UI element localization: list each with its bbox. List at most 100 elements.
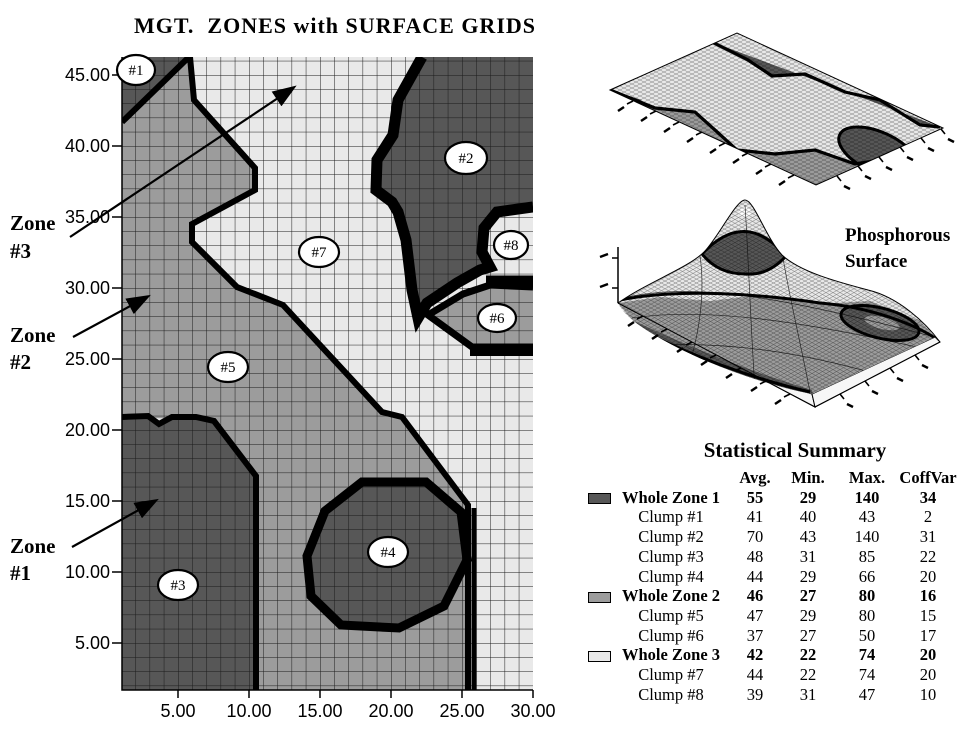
y-tick: 30.00 xyxy=(65,278,110,298)
y-tick: 35.00 xyxy=(65,207,110,227)
surfaceB-contour-1 xyxy=(619,291,939,342)
clump-label-8: #8 xyxy=(504,238,519,254)
clump-label-6: #6 xyxy=(490,311,506,327)
cell-avg: 44 xyxy=(746,566,764,586)
row-label: Clump #8 xyxy=(638,684,704,704)
surfaceB-silhouette xyxy=(617,199,941,343)
cell-coffvar: 17 xyxy=(919,625,937,645)
y-tick: 40.00 xyxy=(65,136,110,156)
x-tick: 5.00 xyxy=(160,701,195,721)
contour-zone1-1 xyxy=(122,57,192,125)
surfaceB-meshline-4 xyxy=(689,255,703,363)
cell-coffvar: 22 xyxy=(919,546,937,566)
col-header-max: Max. xyxy=(848,468,886,487)
cell-coffvar: 10 xyxy=(919,684,937,704)
page-title: MGT. ZONES with SURFACE GRIDS xyxy=(133,13,536,38)
row-label: Clump #7 xyxy=(638,665,704,685)
y-tick: 5.00 xyxy=(75,633,110,653)
zone2-label-line2: #2 xyxy=(10,350,31,374)
row-label: Clump #5 xyxy=(638,605,704,625)
x-tick: 20.00 xyxy=(368,701,413,721)
cell-min: 31 xyxy=(799,546,817,566)
cell-avg: 47 xyxy=(746,605,764,625)
surfaceB-meshline-6 xyxy=(782,257,811,393)
cell-min: 29 xyxy=(799,605,817,625)
zone3-swatch xyxy=(588,651,611,663)
clump-label-5: #5 xyxy=(221,360,236,376)
cell-avg: 48 xyxy=(746,546,764,566)
surfaceA-ticks-left xyxy=(626,100,795,179)
statistical-summary-table: Avg. Min. Max. CoffVar Whole Zone 1 55 2… xyxy=(588,468,958,704)
contour-zone2-zone3 xyxy=(187,57,471,690)
y-tick: 25.00 xyxy=(65,349,110,369)
map-y-axis xyxy=(121,57,533,691)
zone1-swatch xyxy=(588,493,611,505)
x-tick: 30.00 xyxy=(510,701,555,721)
table-row: Whole Zone 1 55 29 140 34 xyxy=(588,488,958,508)
clump-ellipse-6 xyxy=(476,302,518,334)
cell-avg: 70 xyxy=(746,527,764,547)
clump-ellipse-8 xyxy=(492,229,530,261)
x-tick: 15.00 xyxy=(297,701,342,721)
clump-ellipse-4 xyxy=(366,535,410,569)
table-row: Clump #3 48 31 85 22 xyxy=(588,547,958,567)
surfaceB-contour-4 xyxy=(839,304,921,342)
row-label: Clump #2 xyxy=(638,527,704,547)
cell-coffvar: 20 xyxy=(919,645,937,665)
row-label: Clump #4 xyxy=(638,566,704,586)
cell-coffvar: 20 xyxy=(919,665,937,685)
cell-avg: 46 xyxy=(746,586,764,606)
cell-avg: 55 xyxy=(746,487,764,507)
cell-max: 80 xyxy=(858,605,876,625)
table-row: Clump #8 39 31 47 10 xyxy=(588,685,958,705)
table-row: Clump #4 44 29 66 20 xyxy=(588,567,958,587)
clump-label-7: #7 xyxy=(312,245,328,261)
y-tick: 45.00 xyxy=(65,65,110,85)
table-row: Clump #5 47 29 80 15 xyxy=(588,606,958,626)
surfaceB-ticks-front xyxy=(636,315,791,398)
zone2-label-line1: Zone xyxy=(10,323,56,347)
surfaceB-ticklabels-front xyxy=(627,320,782,406)
table-row: Whole Zone 2 46 27 80 16 xyxy=(588,586,958,606)
clump-label-3: #3 xyxy=(171,578,186,594)
zone-annotations: Zone #3 Zone #2 Zone #1 xyxy=(10,85,297,585)
table-header-row: Avg. Min. Max. CoffVar xyxy=(588,468,958,488)
cell-min: 40 xyxy=(799,507,817,527)
cell-avg: 42 xyxy=(746,645,764,665)
clump-ellipse-2 xyxy=(443,140,489,176)
clump-label-4: #4 xyxy=(381,545,397,561)
table-row: Clump #7 44 22 74 20 xyxy=(588,665,958,685)
col-header-min: Min. xyxy=(791,468,825,487)
cell-min: 27 xyxy=(799,586,817,606)
cell-min: 29 xyxy=(799,487,817,507)
surfaceB-meshline-5 xyxy=(744,204,756,393)
surfaceA-ticklabels-right xyxy=(843,137,955,191)
cell-max: 140 xyxy=(854,527,880,547)
x-tick: 10.00 xyxy=(226,701,271,721)
cell-max: 74 xyxy=(858,645,876,665)
clump-ellipse-1 xyxy=(115,53,157,87)
statistical-summary-heading: Statistical Summary xyxy=(703,438,887,462)
row-label: Whole Zone 3 xyxy=(621,645,721,665)
zone3-arrow xyxy=(69,85,297,238)
zone1-label-line1: Zone xyxy=(10,534,56,558)
cell-max: 74 xyxy=(858,665,876,685)
clump-ellipse-7 xyxy=(297,235,341,269)
phosphorous-surface-label: Phosphorous Surface xyxy=(845,223,950,275)
cell-min: 29 xyxy=(799,566,817,586)
y-tick: 20.00 xyxy=(65,420,110,440)
cell-max: 80 xyxy=(858,586,876,606)
clump-label-2: #2 xyxy=(459,151,474,167)
zone3-label-line2: #3 xyxy=(10,239,31,263)
clump-label-1: #1 xyxy=(129,63,144,79)
map-x-tick-labels: 5.00 10.00 15.00 20.00 25.00 30.00 xyxy=(160,701,555,721)
cell-max: 140 xyxy=(854,487,880,507)
cell-max: 50 xyxy=(858,625,876,645)
cell-avg: 39 xyxy=(746,684,764,704)
cell-coffvar: 16 xyxy=(919,586,937,606)
surfaceA-ticks-right xyxy=(836,128,946,182)
contour-zone1-3 xyxy=(122,412,259,690)
zone3-label-line1: Zone xyxy=(10,211,56,235)
surfaceB-z-ticks xyxy=(612,257,618,289)
